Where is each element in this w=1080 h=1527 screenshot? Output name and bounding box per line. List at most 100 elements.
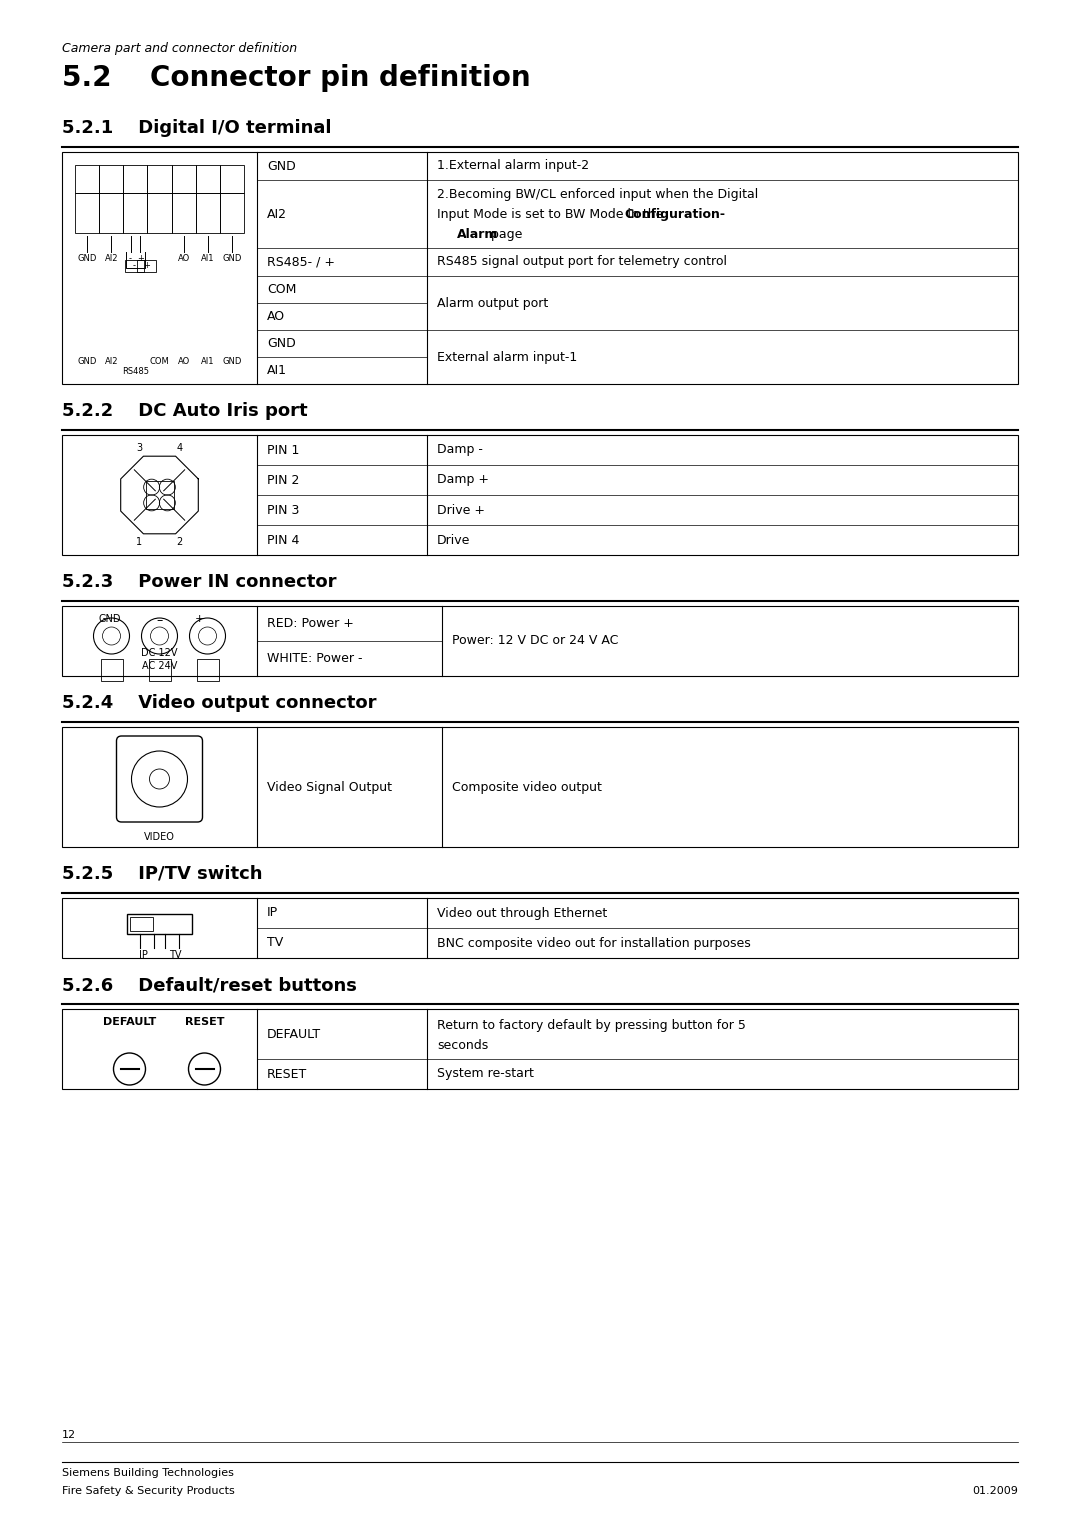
Text: +: + xyxy=(143,261,150,270)
Bar xyxy=(172,165,195,192)
Text: Configuration-: Configuration- xyxy=(624,208,725,221)
Bar xyxy=(195,165,220,192)
Text: –: – xyxy=(157,614,163,628)
Bar xyxy=(148,192,172,234)
Text: Video Signal Output: Video Signal Output xyxy=(267,780,392,794)
Text: 1.External alarm input-2: 1.External alarm input-2 xyxy=(437,159,589,173)
Text: 2.Becoming BW/CL enforced input when the Digital: 2.Becoming BW/CL enforced input when the… xyxy=(437,188,758,202)
Text: Alarm output port: Alarm output port xyxy=(437,296,549,310)
Text: Input Mode is set to BW Mode in the: Input Mode is set to BW Mode in the xyxy=(437,208,667,221)
Text: 12: 12 xyxy=(62,1429,76,1440)
Text: GND: GND xyxy=(78,253,97,263)
Bar xyxy=(146,481,174,508)
Text: RS485 signal output port for telemetry control: RS485 signal output port for telemetry c… xyxy=(437,255,727,269)
Text: External alarm input-1: External alarm input-1 xyxy=(437,351,577,363)
Text: 5.2    Connector pin definition: 5.2 Connector pin definition xyxy=(62,64,530,92)
Text: 5.2.4    Video output connector: 5.2.4 Video output connector xyxy=(62,693,377,712)
Text: GND: GND xyxy=(222,357,242,366)
Text: VIDEO: VIDEO xyxy=(144,832,175,841)
Bar xyxy=(220,165,244,192)
Text: +: + xyxy=(194,614,204,625)
Text: 1: 1 xyxy=(136,538,143,547)
Circle shape xyxy=(94,618,130,654)
Text: IP: IP xyxy=(267,907,279,919)
Bar xyxy=(62,435,1018,554)
Bar xyxy=(99,192,123,234)
Bar xyxy=(197,660,218,681)
Text: page: page xyxy=(487,228,523,241)
Text: AC 24V: AC 24V xyxy=(141,661,177,670)
Text: Fire Safety & Security Products: Fire Safety & Security Products xyxy=(62,1486,234,1496)
Text: AI2: AI2 xyxy=(267,208,287,220)
Text: DEFAULT: DEFAULT xyxy=(267,1028,321,1040)
Text: TV: TV xyxy=(170,950,183,960)
Text: Composite video output: Composite video output xyxy=(453,780,602,794)
Text: PIN 1: PIN 1 xyxy=(267,443,299,457)
Text: Power: 12 V DC or 24 V AC: Power: 12 V DC or 24 V AC xyxy=(453,635,619,647)
Text: TV: TV xyxy=(267,936,283,950)
Circle shape xyxy=(113,1054,146,1086)
Text: GND: GND xyxy=(267,159,296,173)
Bar xyxy=(172,192,195,234)
Text: 5.2.1    Digital I/O terminal: 5.2.1 Digital I/O terminal xyxy=(62,119,332,137)
Bar xyxy=(123,192,148,234)
Bar xyxy=(148,165,172,192)
Text: seconds: seconds xyxy=(437,1038,488,1052)
Bar xyxy=(99,165,123,192)
Text: Return to factory default by pressing button for 5: Return to factory default by pressing bu… xyxy=(437,1019,746,1032)
Text: RESET: RESET xyxy=(185,1017,225,1028)
Bar xyxy=(62,727,1018,847)
Text: AO: AO xyxy=(177,253,190,263)
Bar xyxy=(62,606,1018,676)
Text: -: - xyxy=(133,261,136,270)
Text: AI2: AI2 xyxy=(105,253,118,263)
Text: IP: IP xyxy=(139,950,148,960)
Bar xyxy=(130,918,152,931)
Bar xyxy=(149,660,171,681)
Text: GND: GND xyxy=(267,337,296,350)
Text: Siemens Building Technologies: Siemens Building Technologies xyxy=(62,1467,234,1478)
Text: Drive +: Drive + xyxy=(437,504,485,516)
Text: 5.2.5    IP/TV switch: 5.2.5 IP/TV switch xyxy=(62,864,262,883)
Circle shape xyxy=(189,618,226,654)
Text: AI1: AI1 xyxy=(267,363,287,377)
Text: GND: GND xyxy=(222,253,242,263)
Text: AO: AO xyxy=(177,357,190,366)
Text: System re-start: System re-start xyxy=(437,1067,534,1081)
Circle shape xyxy=(189,1054,220,1086)
Text: RS485- / +: RS485- / + xyxy=(267,255,335,269)
Text: DEFAULT: DEFAULT xyxy=(103,1017,157,1028)
Bar xyxy=(123,165,148,192)
Text: Drive: Drive xyxy=(437,533,471,547)
Circle shape xyxy=(141,618,177,654)
Bar xyxy=(62,1009,1018,1089)
Bar xyxy=(62,153,1018,383)
Bar xyxy=(75,165,99,192)
Text: GND: GND xyxy=(98,614,121,625)
Bar xyxy=(100,660,122,681)
Text: 2: 2 xyxy=(176,538,183,547)
Text: COM: COM xyxy=(150,357,170,366)
Bar xyxy=(127,915,192,935)
Text: RESET: RESET xyxy=(267,1067,307,1081)
Text: Camera part and connector definition: Camera part and connector definition xyxy=(62,43,297,55)
Text: PIN 4: PIN 4 xyxy=(267,533,299,547)
Text: PIN 3: PIN 3 xyxy=(267,504,299,516)
Text: 3: 3 xyxy=(136,443,143,454)
Text: 01.2009: 01.2009 xyxy=(972,1486,1018,1496)
Bar xyxy=(195,192,220,234)
Text: RED: Power +: RED: Power + xyxy=(267,617,354,631)
Text: GND: GND xyxy=(78,357,97,366)
Circle shape xyxy=(132,751,188,806)
Text: Alarm: Alarm xyxy=(457,228,498,241)
Text: AI2: AI2 xyxy=(105,357,118,366)
Text: 5.2.2    DC Auto Iris port: 5.2.2 DC Auto Iris port xyxy=(62,402,308,420)
Text: -: - xyxy=(129,253,132,263)
Text: COM: COM xyxy=(267,282,296,296)
Text: +: + xyxy=(137,253,144,263)
Text: PIN 2: PIN 2 xyxy=(267,473,299,487)
Text: DC 12V: DC 12V xyxy=(141,647,178,658)
Text: Video out through Ethernet: Video out through Ethernet xyxy=(437,907,607,919)
Text: 5.2.6    Default/reset buttons: 5.2.6 Default/reset buttons xyxy=(62,976,356,994)
Text: AI1: AI1 xyxy=(201,253,215,263)
